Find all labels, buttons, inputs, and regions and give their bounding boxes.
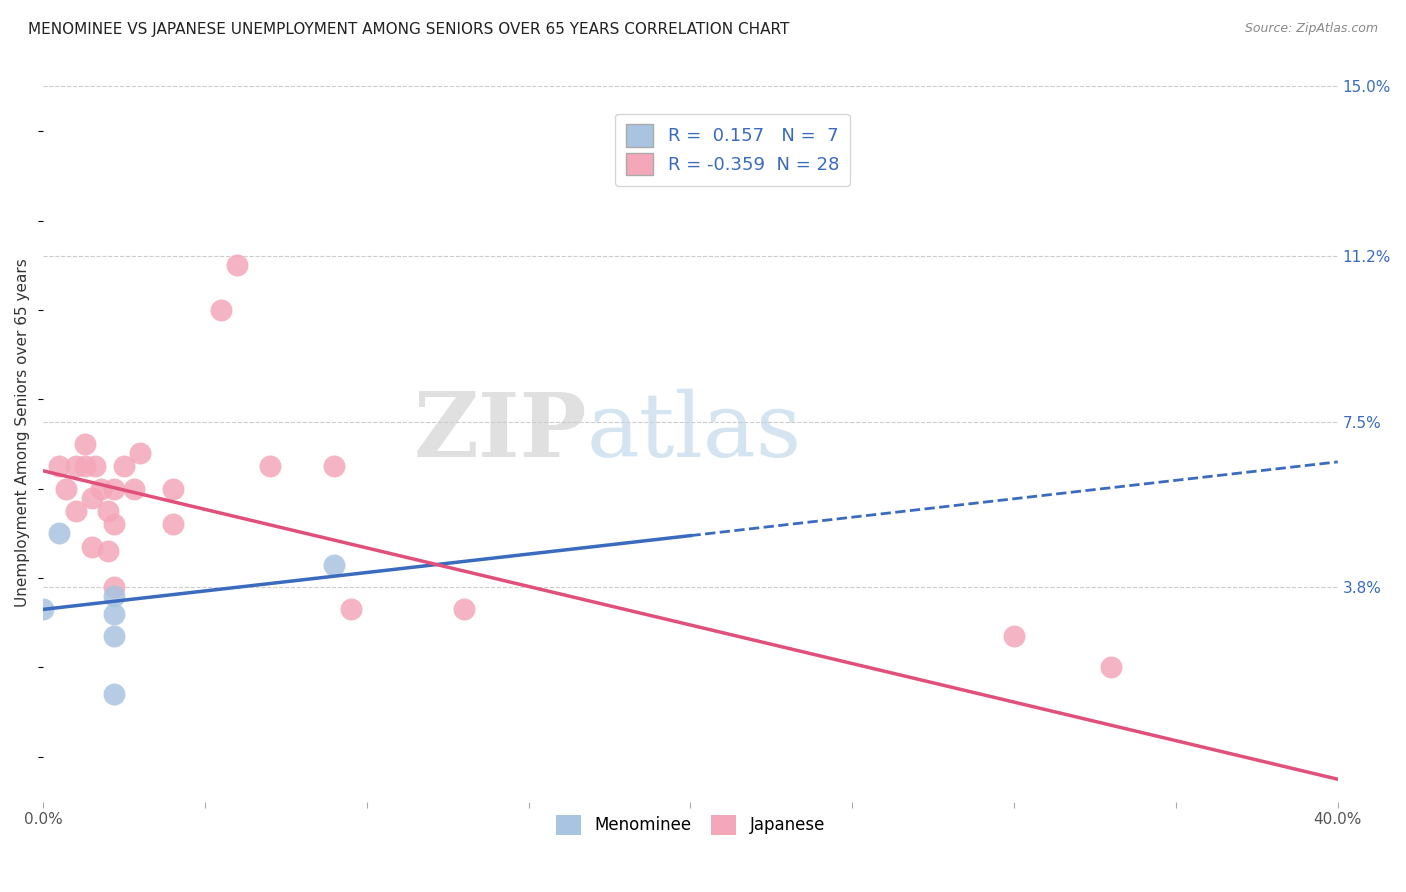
Point — [55, 482, 77, 496]
Point — [75, 437, 97, 451]
Point — [162, 517, 184, 532]
Point — [32, 602, 55, 616]
Point — [112, 459, 135, 474]
Point — [65, 504, 87, 518]
Legend: Menominee, Japanese: Menominee, Japanese — [546, 805, 835, 845]
Point — [209, 302, 232, 317]
Text: MENOMINEE VS JAPANESE UNEMPLOYMENT AMONG SENIORS OVER 65 YEARS CORRELATION CHART: MENOMINEE VS JAPANESE UNEMPLOYMENT AMONG… — [28, 22, 790, 37]
Point — [48, 526, 70, 541]
Point — [103, 629, 125, 643]
Point — [103, 580, 125, 594]
Text: Source: ZipAtlas.com: Source: ZipAtlas.com — [1244, 22, 1378, 36]
Point — [103, 589, 125, 603]
Point — [75, 459, 97, 474]
Point — [90, 482, 112, 496]
Point — [226, 258, 249, 272]
Point — [1099, 660, 1122, 674]
Point — [259, 459, 281, 474]
Point — [65, 459, 87, 474]
Point — [339, 602, 361, 616]
Point — [323, 558, 346, 572]
Point — [97, 544, 120, 558]
Point — [80, 491, 103, 505]
Point — [48, 459, 70, 474]
Point — [103, 607, 125, 621]
Point — [453, 602, 475, 616]
Point — [129, 446, 152, 460]
Point — [97, 504, 120, 518]
Point — [80, 540, 103, 554]
Y-axis label: Unemployment Among Seniors over 65 years: Unemployment Among Seniors over 65 years — [15, 259, 30, 607]
Point — [103, 517, 125, 532]
Point — [122, 482, 145, 496]
Point — [103, 687, 125, 701]
Point — [1002, 629, 1025, 643]
Point — [103, 482, 125, 496]
Point — [84, 459, 107, 474]
Point — [323, 459, 346, 474]
Point — [162, 482, 184, 496]
Text: ZIP: ZIP — [413, 389, 586, 476]
Text: atlas: atlas — [586, 389, 803, 476]
